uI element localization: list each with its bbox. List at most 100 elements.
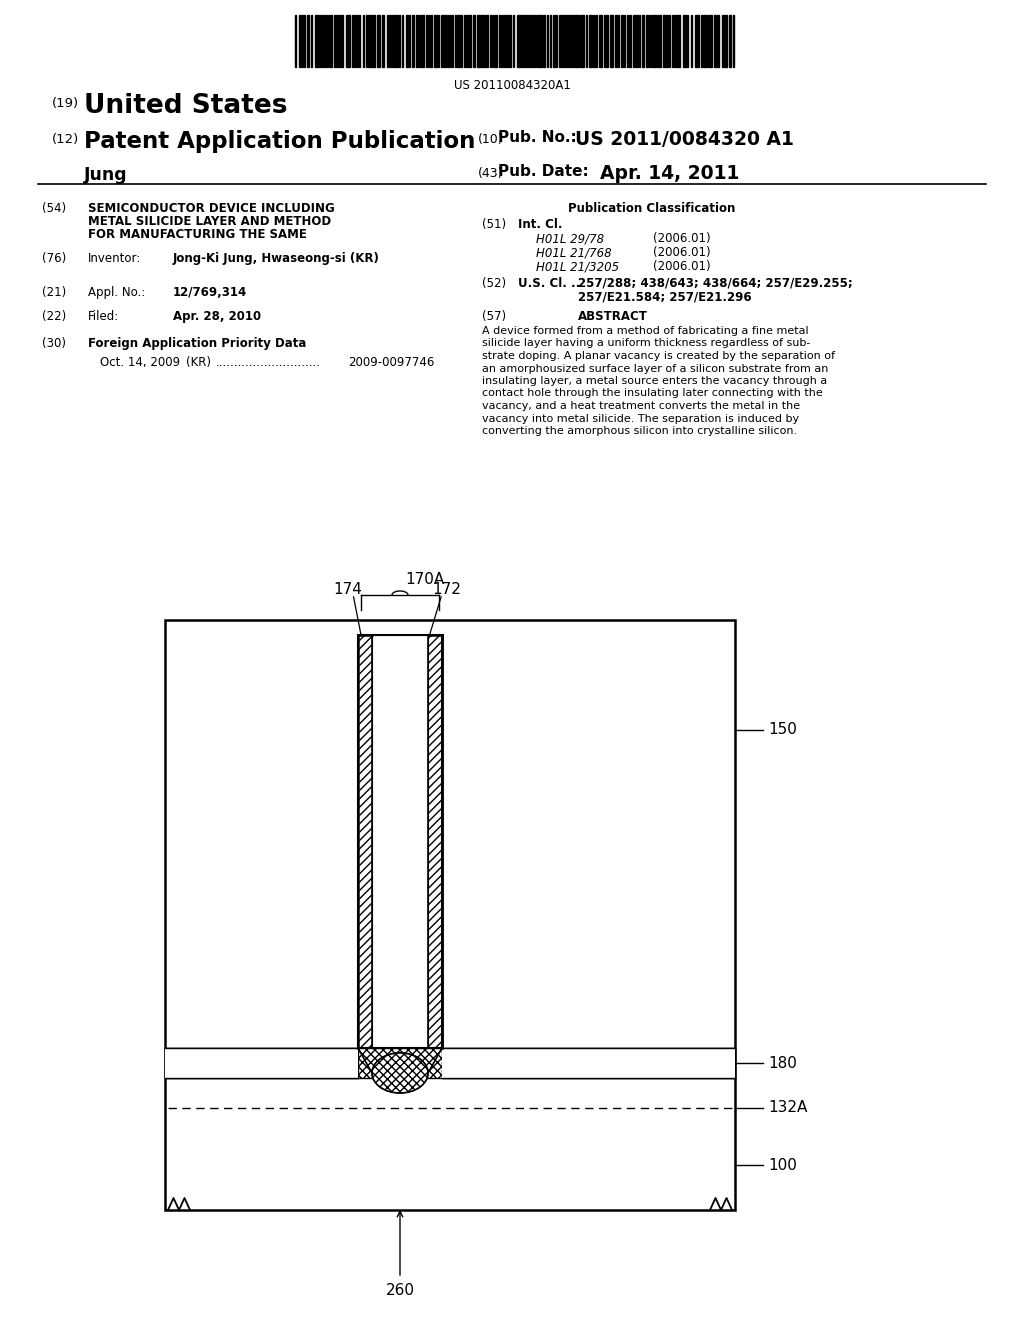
Bar xyxy=(330,15,332,67)
Text: US 2011/0084320 A1: US 2011/0084320 A1 xyxy=(575,129,794,149)
Bar xyxy=(589,15,592,67)
Bar xyxy=(674,15,676,67)
Text: 174: 174 xyxy=(333,582,361,597)
Bar xyxy=(646,15,648,67)
Text: H01L 21/3205: H01L 21/3205 xyxy=(536,260,620,273)
Bar xyxy=(563,15,565,67)
Text: (52): (52) xyxy=(482,277,506,290)
Bar xyxy=(717,15,719,67)
Text: Int. Cl.: Int. Cl. xyxy=(518,218,562,231)
Text: (2006.01): (2006.01) xyxy=(653,246,711,259)
Bar xyxy=(416,15,418,67)
Bar xyxy=(566,15,568,67)
Bar xyxy=(377,15,380,67)
Bar xyxy=(421,15,424,67)
Text: converting the amorphous silicon into crystalline silicon.: converting the amorphous silicon into cr… xyxy=(482,426,797,436)
Bar xyxy=(393,15,396,67)
Bar xyxy=(658,15,662,67)
Text: Appl. No.:: Appl. No.: xyxy=(88,286,145,300)
Bar xyxy=(473,15,475,67)
Text: Foreign Application Priority Data: Foreign Application Priority Data xyxy=(88,337,306,350)
Bar xyxy=(442,1048,735,1078)
Bar xyxy=(481,15,484,67)
Bar xyxy=(368,15,370,67)
Bar xyxy=(339,15,341,67)
Bar xyxy=(358,635,442,1048)
Text: (2006.01): (2006.01) xyxy=(653,260,711,273)
Bar xyxy=(636,15,638,67)
Bar xyxy=(527,15,529,67)
Bar xyxy=(532,15,535,67)
Bar xyxy=(538,15,542,67)
Text: (43): (43) xyxy=(478,168,504,180)
Text: Filed:: Filed: xyxy=(88,310,119,323)
Text: 2009-0097746: 2009-0097746 xyxy=(348,356,434,370)
Text: strate doping. A planar vacancy is created by the separation of: strate doping. A planar vacancy is creat… xyxy=(482,351,835,360)
Bar xyxy=(581,15,584,67)
Bar xyxy=(593,15,595,67)
Text: ABSTRACT: ABSTRACT xyxy=(578,310,648,323)
Bar xyxy=(165,1048,358,1078)
Bar xyxy=(441,15,443,67)
Bar xyxy=(299,15,301,67)
Bar xyxy=(457,15,460,67)
Text: Publication Classification: Publication Classification xyxy=(568,202,735,215)
Text: United States: United States xyxy=(84,92,288,119)
Bar xyxy=(485,15,488,67)
Text: an amorphousized surface layer of a silicon substrate from an: an amorphousized surface layer of a sili… xyxy=(482,363,828,374)
Bar xyxy=(430,15,432,67)
Bar xyxy=(346,15,350,67)
Bar xyxy=(505,15,508,67)
Bar xyxy=(666,15,668,67)
Bar xyxy=(543,15,545,67)
Bar xyxy=(358,635,442,1048)
Bar xyxy=(629,15,631,67)
Bar xyxy=(447,15,449,67)
Bar xyxy=(599,15,602,67)
Text: Apr. 14, 2011: Apr. 14, 2011 xyxy=(600,164,739,183)
Bar xyxy=(165,1048,735,1078)
Bar xyxy=(165,620,735,1210)
Text: vacancy, and a heat treatment converts the metal in the: vacancy, and a heat treatment converts t… xyxy=(482,401,800,411)
Bar xyxy=(714,15,716,67)
Bar xyxy=(642,15,644,67)
Text: Jung: Jung xyxy=(84,166,128,183)
Bar xyxy=(477,15,480,67)
Text: 257/E21.584; 257/E21.296: 257/E21.584; 257/E21.296 xyxy=(578,290,752,304)
Bar xyxy=(372,635,428,1047)
Bar xyxy=(553,15,555,67)
Bar xyxy=(336,15,338,67)
Text: Apr. 28, 2010: Apr. 28, 2010 xyxy=(173,310,261,323)
Text: (51): (51) xyxy=(482,218,506,231)
Bar xyxy=(444,15,446,67)
Bar xyxy=(663,15,665,67)
Text: insulating layer, a metal source enters the vacancy through a: insulating layer, a metal source enters … xyxy=(482,376,827,385)
Bar xyxy=(575,15,578,67)
Text: 132A: 132A xyxy=(768,1101,807,1115)
Text: 150: 150 xyxy=(768,722,797,738)
Bar xyxy=(695,15,699,67)
Bar xyxy=(724,15,727,67)
Bar xyxy=(468,15,471,67)
Bar xyxy=(434,15,437,67)
Bar xyxy=(703,15,706,67)
Text: METAL SILICIDE LAYER AND METHOD: METAL SILICIDE LAYER AND METHOD xyxy=(88,215,331,228)
Text: Inventor:: Inventor: xyxy=(88,252,141,265)
Bar xyxy=(412,15,414,67)
Text: H01L 21/768: H01L 21/768 xyxy=(536,246,611,259)
Text: Jong-Ki Jung, Hwaseong-si (KR): Jong-Ki Jung, Hwaseong-si (KR) xyxy=(173,252,380,265)
Bar xyxy=(615,15,617,67)
Bar xyxy=(610,15,613,67)
Text: 100: 100 xyxy=(768,1158,797,1172)
Text: Pub. Date:: Pub. Date: xyxy=(498,164,589,180)
Text: (KR): (KR) xyxy=(186,356,211,370)
Bar xyxy=(606,15,608,67)
Text: 257/288; 438/643; 438/664; 257/E29.255;: 257/288; 438/643; 438/664; 257/E29.255; xyxy=(578,277,853,290)
Text: U.S. Cl. ..: U.S. Cl. .. xyxy=(518,277,581,290)
Bar xyxy=(677,15,680,67)
Text: FOR MANUFACTURING THE SAME: FOR MANUFACTURING THE SAME xyxy=(88,228,307,242)
Bar xyxy=(307,15,309,67)
Text: 12/769,314: 12/769,314 xyxy=(173,286,247,300)
Text: (54): (54) xyxy=(42,202,67,215)
Bar xyxy=(683,15,686,67)
